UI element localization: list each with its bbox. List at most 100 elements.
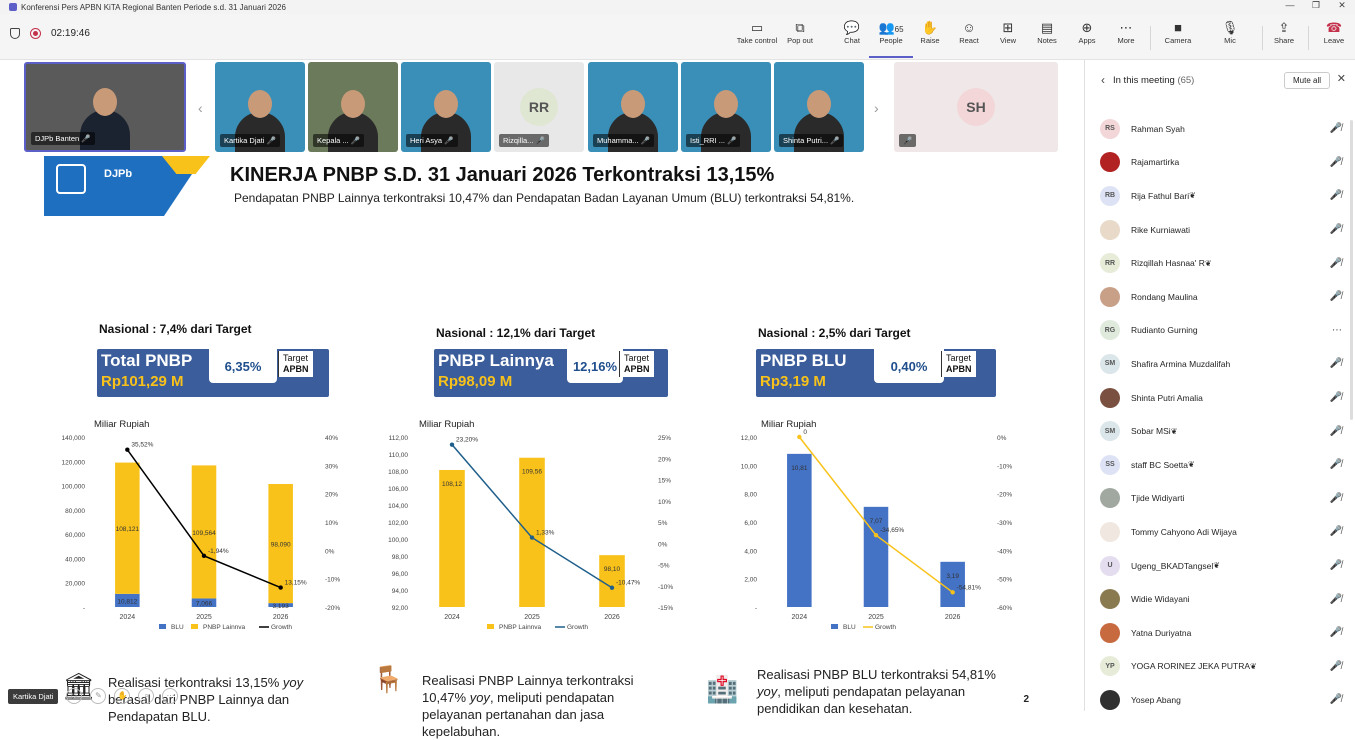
restore-icon[interactable]: ❐	[1311, 0, 1321, 10]
raise-button[interactable]: ✋ Raise	[908, 20, 952, 45]
data-label: 109,56	[522, 469, 542, 476]
pen-icon[interactable]: ✎	[90, 688, 107, 704]
pop-out-button[interactable]: ⧉ Pop out	[778, 20, 822, 45]
participant-row[interactable]: Yatna Duriyatna 🎤̸	[1085, 616, 1355, 650]
mic-off-icon[interactable]: 🎤̸	[1329, 358, 1342, 370]
mic-off-icon[interactable]: 🎤̸	[1329, 560, 1342, 572]
notes-button[interactable]: ▤ Notes	[1025, 20, 1069, 45]
participant-video-tile[interactable]: Muhamma... 🎤	[588, 62, 678, 152]
close-panel-icon[interactable]: ✕	[1336, 73, 1346, 85]
share-button[interactable]: ⇪ Share	[1262, 20, 1306, 45]
more-options-icon[interactable]: ⋯	[1332, 324, 1342, 336]
pointer-icon[interactable]: ▷	[66, 688, 83, 704]
y2-tick-label: -20%	[325, 605, 340, 612]
participant-video-tile[interactable]: Kartika Djati 🎤	[215, 62, 305, 152]
participant-row[interactable]: SM Sobar MSi ❦ 🎤̸	[1085, 414, 1355, 448]
more-button[interactable]: ⋯ More	[1104, 20, 1148, 45]
mic-off-icon: 🎤	[725, 136, 737, 145]
participant-name: YOGA RORINEZ JEKA PUTRA	[1131, 661, 1251, 672]
mic-button[interactable]: 🎙 Mic	[1208, 20, 1252, 45]
participant-row[interactable]: RS Rahman Syah 🎤̸	[1085, 112, 1355, 146]
participant-row[interactable]: Rajamartirka 🎤̸	[1085, 146, 1355, 180]
participant-video-tile[interactable]: SH 🎤	[894, 62, 1058, 152]
participant-row[interactable]: Widie Widayani 🎤̸	[1085, 582, 1355, 616]
camera-button[interactable]: ■ Camera	[1156, 20, 1200, 45]
slide-accent	[162, 156, 210, 174]
mic-off-icon[interactable]: 🎤̸	[1329, 459, 1342, 471]
mic-off-icon[interactable]: 🎤̸	[1329, 190, 1342, 202]
participant-row[interactable]: RR Rizqillah Hasnaa' R ❦ 🎤̸	[1085, 246, 1355, 280]
people-panel-header: ‹ In this meeting (65) Mute all ✕	[1085, 60, 1355, 100]
mic-off-icon[interactable]: 🎤̸	[1329, 123, 1342, 135]
mic-off-icon[interactable]: 🎤̸	[1329, 593, 1342, 605]
mic-off-icon: 🎤	[638, 136, 651, 145]
growth-point	[873, 532, 879, 538]
zoom-icon[interactable]: ⌕	[138, 688, 155, 704]
minimize-icon[interactable]: —	[1285, 0, 1295, 10]
pnbp-chart: - 20,000 40,000 60,000 80,000 100,000 120,000 1…	[62, 435, 341, 631]
participant-row[interactable]: Shinta Putri Amalia 🎤̸	[1085, 381, 1355, 415]
panel-scrollbar[interactable]	[1350, 120, 1353, 420]
participant-video-tile[interactable]: Heri Asya 🎤	[401, 62, 491, 152]
back-chevron-icon[interactable]: ‹	[1101, 73, 1105, 87]
bar-blu	[115, 593, 140, 607]
x-tick-label: 2024	[120, 614, 136, 621]
react-button[interactable]: ☺ React	[947, 20, 991, 45]
participant-video-tile[interactable]: RR Rizqilla... 🎤	[494, 62, 584, 152]
participant-row[interactable]: Rondang Maulina 🎤̸	[1085, 280, 1355, 314]
kpi-value: Rp101,29 M	[101, 373, 184, 390]
y2-tick-label: 30%	[325, 463, 338, 470]
participant-row[interactable]: SS staff BC Soetta ❦ 🎤̸	[1085, 448, 1355, 482]
mic-off-icon[interactable]: 🎤̸	[1329, 660, 1342, 672]
kpi-value: Rp3,19 M	[760, 373, 826, 390]
mic-off-icon[interactable]: 🎤̸	[1329, 257, 1342, 269]
mic-off-icon[interactable]: 🎤̸	[1329, 627, 1342, 639]
participant-video-tile[interactable]: Shinta Putri... 🎤	[774, 62, 864, 152]
y-tick-label: 94,00	[392, 588, 409, 595]
participant-video-head	[248, 90, 272, 118]
participant-video-tile[interactable]: Kepala ... 🎤	[308, 62, 398, 152]
target-label: Target	[946, 353, 972, 363]
participant-row[interactable]: Tjide Widiyarti 🎤̸	[1085, 482, 1355, 516]
participant-row[interactable]: SM Shafira Armina Muzdalifah 🎤̸	[1085, 347, 1355, 381]
participant-video-tile[interactable]: DJPb Banten 🎤	[24, 62, 186, 152]
participant-row[interactable]: Rike Kurniawati 🎤̸	[1085, 213, 1355, 247]
close-window-icon[interactable]: ✕	[1338, 0, 1346, 10]
participant-avatar: SM	[1100, 421, 1120, 442]
mic-off-icon[interactable]: 🎤̸	[1329, 392, 1342, 404]
mic-off-icon[interactable]: 🎤̸	[1329, 224, 1342, 236]
mic-off-icon[interactable]: 🎤̸	[1329, 156, 1342, 168]
presenter-bar: Kartika Djati ▷ ✎ ✋ ⌕ ⋯	[8, 688, 179, 704]
mic-off-icon[interactable]: 🎤̸	[1329, 694, 1342, 706]
participant-row[interactable]: YP YOGA RORINEZ JEKA PUTRA ❦ 🎤̸	[1085, 650, 1355, 684]
bar-pnbp-lainnya	[268, 484, 293, 604]
participant-name: Yatna Duriyatna	[1131, 627, 1192, 638]
mic-off-icon[interactable]: 🎤̸	[1329, 526, 1342, 538]
participant-name: Widie Widayani	[1131, 594, 1190, 605]
participant-row[interactable]: RG Rudianto Gurning ⋯	[1085, 314, 1355, 348]
participant-row[interactable]: RB Rija Fathul Bari ❦ 🎤̸	[1085, 179, 1355, 213]
apps-button[interactable]: ⊕ Apps	[1065, 20, 1109, 45]
prev-page-icon[interactable]: ‹	[198, 100, 203, 116]
next-page-icon[interactable]: ›	[874, 100, 879, 116]
mic-off-icon[interactable]: 🎤̸	[1329, 492, 1342, 504]
participant-avatar: SS	[1100, 454, 1120, 475]
people-button[interactable]: 👥65 People	[869, 20, 913, 58]
chat-button[interactable]: 💬 Chat	[830, 20, 874, 45]
leave-button[interactable]: ☎ Leave	[1312, 20, 1355, 45]
share-icon: ⇪	[1278, 20, 1290, 35]
participant-row[interactable]: Yosep Abang 🎤̸	[1085, 683, 1355, 717]
mic-off-icon[interactable]: 🎤̸	[1329, 425, 1342, 437]
window-controls: — ❐ ✕	[1277, 0, 1355, 11]
y-tick-label: 92,00	[392, 605, 409, 612]
participant-row[interactable]: U Ugeng_BKADTangsel ❦ 🎤̸	[1085, 549, 1355, 583]
more-icon[interactable]: ⋯	[162, 688, 179, 704]
hand-icon[interactable]: ✋	[114, 688, 131, 704]
apbn-label: APBN	[283, 364, 309, 374]
take-control-button[interactable]: ▭ Take control	[735, 20, 779, 45]
mute-all-button[interactable]: Mute all	[1283, 72, 1330, 89]
mic-off-icon[interactable]: 🎤̸	[1329, 291, 1342, 303]
participant-video-tile[interactable]: Isti_RRI ... 🎤	[681, 62, 771, 152]
participant-row[interactable]: Tommy Cahyono Adi Wijaya 🎤̸	[1085, 515, 1355, 549]
view-button[interactable]: ⊞ View	[986, 20, 1030, 45]
